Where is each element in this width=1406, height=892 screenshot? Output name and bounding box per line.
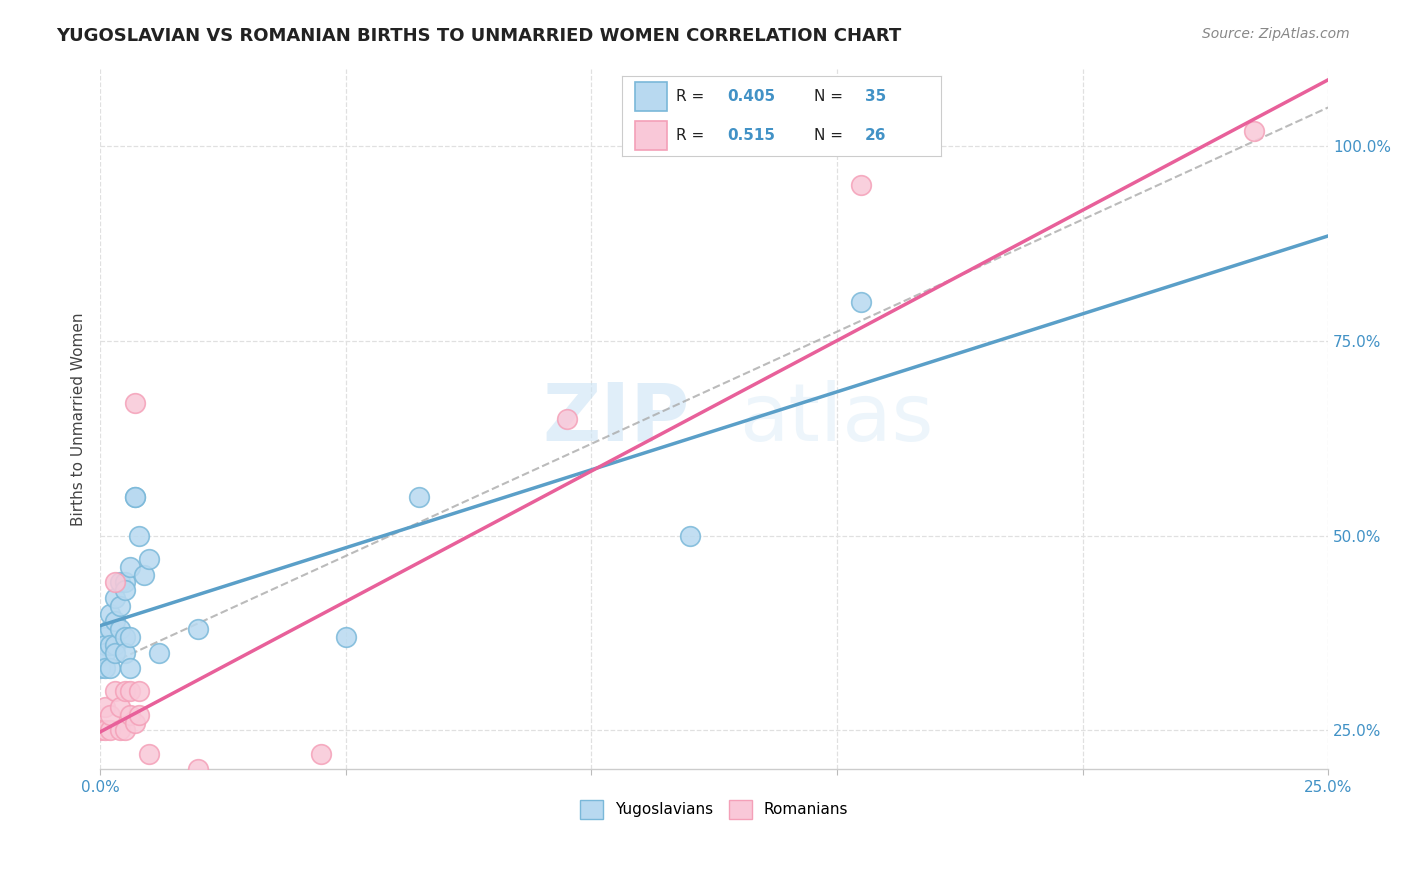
Point [89, 723, 111, 738]
Point [118, 684, 141, 698]
Point [114, 630, 136, 644]
Point [108, 599, 131, 613]
Point [104, 615, 127, 629]
Point [94, 630, 117, 644]
Legend: Yugoslavians, Romanians: Yugoslavians, Romanians [574, 794, 855, 825]
Point [94, 723, 117, 738]
Point [114, 575, 136, 590]
Point [114, 583, 136, 598]
Point [108, 700, 131, 714]
Text: ZIP: ZIP [543, 380, 689, 458]
Point [128, 529, 150, 543]
Point [98, 638, 121, 652]
Point [187, 762, 209, 776]
Text: YUGOSLAVIAN VS ROMANIAN BIRTHS TO UNMARRIED WOMEN CORRELATION CHART: YUGOSLAVIAN VS ROMANIAN BIRTHS TO UNMARR… [56, 27, 901, 45]
Point [124, 715, 146, 730]
Point [104, 591, 127, 605]
Point [851, 295, 873, 310]
Point [98, 661, 121, 675]
Point [124, 396, 146, 410]
Point [212, 817, 235, 831]
Point [134, 778, 156, 792]
Point [114, 684, 136, 698]
Point [108, 622, 131, 636]
Point [108, 723, 131, 738]
Point [187, 622, 209, 636]
Point [335, 630, 357, 644]
Point [104, 638, 127, 652]
Point [1243, 124, 1265, 138]
Point [138, 747, 160, 761]
Point [89, 646, 111, 660]
Point [148, 646, 170, 660]
Point [138, 552, 160, 566]
Point [98, 622, 121, 636]
Y-axis label: Births to Unmarried Women: Births to Unmarried Women [72, 312, 86, 525]
Point [98, 707, 121, 722]
Point [98, 723, 121, 738]
Point [104, 646, 127, 660]
Point [94, 638, 117, 652]
Point [678, 529, 700, 543]
Point [104, 684, 127, 698]
Point [98, 607, 121, 621]
Point [408, 490, 430, 504]
Point [114, 646, 136, 660]
Text: Source: ZipAtlas.com: Source: ZipAtlas.com [1202, 27, 1350, 41]
Point [108, 575, 131, 590]
Point [851, 178, 873, 193]
Point [555, 412, 578, 426]
Point [124, 490, 146, 504]
Point [114, 723, 136, 738]
Point [118, 707, 141, 722]
Point [128, 684, 150, 698]
Point [124, 490, 146, 504]
Text: atlas: atlas [738, 380, 934, 458]
Point [309, 747, 332, 761]
Point [94, 661, 117, 675]
Point [118, 630, 141, 644]
Point [94, 646, 117, 660]
Point [118, 661, 141, 675]
Point [104, 575, 127, 590]
Point [118, 559, 141, 574]
Point [128, 707, 150, 722]
Point [134, 567, 156, 582]
Point [89, 661, 111, 675]
Point [384, 824, 406, 838]
Point [94, 700, 117, 714]
